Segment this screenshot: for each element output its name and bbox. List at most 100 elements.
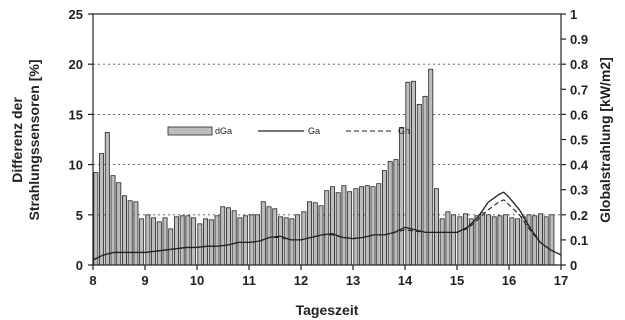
bar-dga (237, 217, 243, 266)
y-right-tick-label: 0.2 (570, 208, 588, 223)
bar-dga (203, 218, 209, 266)
bar-dga (231, 210, 237, 266)
bar-dga (214, 215, 220, 266)
bar-dga (329, 186, 335, 266)
x-axis-label: Tageszeit (296, 302, 359, 318)
y-right-tick-label: 0.7 (570, 82, 588, 97)
x-tick-label: 15 (450, 273, 464, 288)
bar-dga (416, 103, 422, 266)
x-tick-label: 8 (89, 273, 96, 288)
y-right-tick-label: 1 (570, 7, 577, 22)
right-axis-label: Globalstrahlung [kW/m2] (597, 57, 613, 223)
bar-dga (503, 214, 509, 266)
bar-dga (463, 213, 469, 266)
bar-dga (266, 206, 272, 266)
bar-dga (185, 215, 191, 266)
bar-dga (179, 215, 185, 266)
bar-dga (168, 228, 174, 266)
bar-dga (549, 214, 555, 266)
bar-dga (260, 201, 266, 266)
y-right-tick-label: 0.9 (570, 32, 588, 47)
bar-dga (457, 216, 463, 266)
bar-dga (307, 201, 313, 266)
bar-dga (99, 153, 105, 266)
bar-dga (387, 161, 393, 266)
bar-dga (515, 218, 521, 266)
bar-dga (220, 206, 226, 266)
bar-dga (411, 80, 417, 266)
bar-dga (433, 188, 439, 266)
y-right-tick-label: 0.4 (570, 158, 589, 173)
bar-dga (110, 175, 116, 266)
x-tick-label: 14 (398, 273, 413, 288)
y-right-tick-label: 0 (570, 258, 577, 273)
left-axis-label-line1: Differenz der (9, 97, 25, 183)
bar-dga (445, 211, 451, 266)
bar-dga (405, 81, 411, 266)
bar-dga (485, 214, 491, 266)
bar-dga (249, 214, 255, 266)
bar-dga (243, 215, 249, 266)
y-right-tick-label: 0.5 (570, 133, 588, 148)
bar-dga (104, 132, 110, 266)
bars-layer (93, 68, 555, 266)
bar-dga (156, 221, 162, 266)
x-tick-label: 17 (554, 273, 568, 288)
legend-label-ga: Ga (308, 126, 320, 136)
bar-dga (439, 218, 445, 266)
bar-dga (127, 200, 133, 266)
x-tick-label: 9 (141, 273, 148, 288)
bar-dga (283, 217, 289, 266)
x-tick-label: 11 (242, 273, 256, 288)
bar-dga (173, 216, 179, 266)
legend-swatch-dga (167, 126, 213, 136)
y-right-tick-label: 0.3 (570, 183, 588, 198)
y-left-tick-label: 25 (69, 7, 83, 22)
x-tick-label: 12 (294, 273, 308, 288)
bar-dga (520, 216, 526, 266)
bar-dga (341, 185, 347, 266)
x-tick-label: 16 (502, 273, 516, 288)
left-axis-label-group: Differenz der Strahlungssensoren [%] (9, 59, 42, 220)
bar-dga (225, 207, 231, 266)
y-left-tick-label: 10 (69, 158, 83, 173)
legend-label-gh: Gh (398, 126, 410, 136)
bar-dga (451, 214, 457, 266)
bar-dga (491, 216, 497, 266)
lines-layer (92, 191, 562, 261)
bar-dga (93, 172, 99, 266)
x-tick-label: 13 (346, 273, 360, 288)
bar-dga (480, 212, 486, 266)
left-axis-label-line2: Strahlungssensoren [%] (26, 59, 42, 220)
bar-dga (208, 219, 214, 266)
bar-dga (422, 95, 428, 266)
bar-dga (474, 215, 480, 266)
x-tick-label: 10 (190, 273, 204, 288)
right-axis-label-group: Globalstrahlung [kW/m2] (597, 57, 613, 223)
bar-dga (191, 217, 197, 266)
bar-dga (532, 215, 538, 266)
bar-dga (335, 192, 341, 266)
y-right-tick-label: 0.6 (570, 107, 588, 122)
bar-dga (393, 159, 399, 266)
bar-dga (353, 188, 359, 266)
bar-dga (197, 223, 203, 266)
bar-dga (145, 214, 151, 266)
bar-dga (139, 218, 145, 266)
bar-dga (324, 190, 330, 266)
legend-label-dga: dGa (215, 126, 232, 136)
line-gh (92, 199, 562, 261)
y-left-tick-label: 15 (69, 107, 83, 122)
bar-dga (428, 68, 434, 266)
bar-dga (277, 216, 283, 266)
bar-dga (255, 214, 261, 266)
bar-dga (370, 186, 376, 266)
y-left-tick-label: 5 (76, 208, 83, 223)
bar-dga (133, 201, 139, 266)
bar-dga (497, 215, 503, 266)
y-right-tick-label: 0.1 (570, 233, 588, 248)
bar-dga (376, 183, 382, 266)
bar-dga (509, 217, 515, 266)
bar-dga (364, 185, 370, 266)
